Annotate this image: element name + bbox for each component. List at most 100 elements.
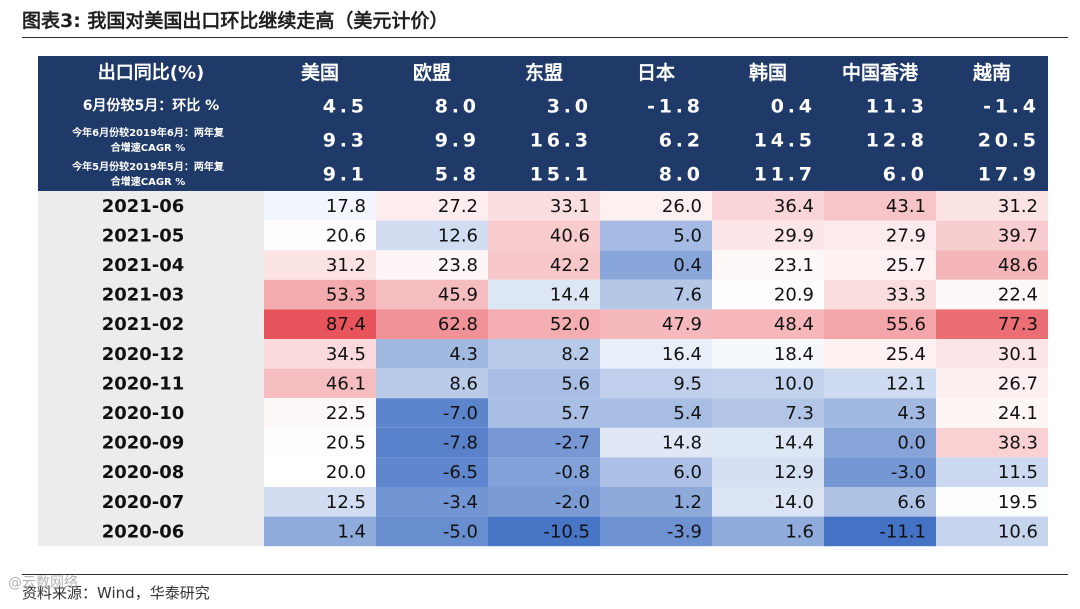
heatmap-cell — [488, 457, 600, 487]
heatmap-cell — [712, 516, 824, 547]
cell-value: 23.1 — [774, 255, 814, 276]
heatmap-cell — [712, 279, 824, 310]
cell-value: 9.5 — [673, 373, 702, 394]
heatmap-cell — [824, 368, 936, 399]
cell-value: 20.6 — [326, 225, 366, 246]
heatmap-cell — [600, 279, 712, 310]
cell-value: 52.0 — [550, 314, 590, 335]
cell-value: 6.0 — [673, 462, 702, 483]
heatmap-cell — [824, 516, 936, 547]
heatmap-cell — [376, 220, 488, 251]
column-header: 中国香港 — [842, 61, 919, 84]
cell-value: 0.4 — [673, 255, 702, 276]
heatmap-cell — [488, 339, 600, 369]
cell-value: 14.8 — [662, 433, 702, 454]
cell-value: -10.5 — [543, 521, 590, 542]
heatmap-cell — [488, 487, 600, 517]
cell-value: 45.9 — [438, 285, 478, 306]
summary-value: 9 . 1 — [323, 164, 364, 186]
cell-value: -11.1 — [879, 521, 926, 542]
heatmap-cell — [600, 339, 712, 369]
heatmap-cell — [712, 487, 824, 517]
heatmap-cell — [488, 368, 600, 399]
summary-row-label: 今年6月份较2019年6月：两年复 — [71, 126, 225, 139]
summary-value: 8 . 0 — [659, 164, 700, 186]
watermark: @云数网络 — [8, 575, 78, 591]
heatmap-cell — [376, 309, 488, 339]
cell-value: 8.2 — [561, 344, 590, 365]
cell-value: 7.3 — [785, 403, 814, 424]
heatmap-cell — [712, 309, 824, 339]
cell-value: -6.5 — [443, 462, 478, 483]
heatmap-cell — [264, 398, 376, 428]
cell-value: 34.5 — [326, 344, 366, 365]
row-period-label: 2020-09 — [102, 433, 185, 454]
heatmap-cell — [600, 368, 712, 399]
heatmap-cell — [488, 427, 600, 458]
cell-value: 33.1 — [550, 196, 590, 217]
heatmap-cell — [600, 220, 712, 251]
cell-value: 25.4 — [886, 344, 926, 365]
heatmap-cell — [376, 191, 488, 221]
heatmap-cell — [936, 516, 1048, 547]
summary-row-label: 6月份较5月：环比 % — [83, 97, 219, 114]
cell-value: 26.7 — [998, 373, 1038, 394]
heatmap-cell — [264, 427, 376, 458]
heatmap-cell — [264, 191, 376, 221]
heatmap-cell — [936, 368, 1048, 399]
heatmap-cell — [712, 427, 824, 458]
cell-value: -0.8 — [555, 462, 590, 483]
heatmap-cell — [936, 279, 1048, 310]
summary-value: 9 . 3 — [323, 130, 364, 152]
cell-value: 7.6 — [673, 285, 702, 306]
heatmap-cell — [264, 368, 376, 399]
cell-value: 23.8 — [438, 255, 478, 276]
cell-value: 39.7 — [998, 225, 1038, 246]
cell-value: 36.4 — [774, 196, 814, 217]
heatmap-cell — [712, 398, 824, 428]
cell-value: 20.9 — [774, 285, 814, 306]
summary-value: 8 . 0 — [435, 96, 476, 118]
heatmap-cell — [264, 220, 376, 251]
cell-value: 20.5 — [326, 433, 366, 454]
summary-value: 0 . 4 — [771, 96, 812, 118]
top-rule — [22, 37, 1068, 38]
column-header: 美国 — [301, 61, 339, 84]
cell-value: -2.7 — [555, 433, 590, 454]
summary-row-label: 今年5月份较2019年5月：两年复 — [71, 160, 225, 173]
column-header: 欧盟 — [413, 61, 451, 84]
cell-value: 20.0 — [326, 462, 366, 483]
cell-value: 5.6 — [561, 373, 590, 394]
heatmap-cell — [936, 191, 1048, 221]
heatmap-cell — [488, 220, 600, 251]
column-header: 韩国 — [749, 61, 787, 84]
heatmap-cell — [712, 368, 824, 399]
heatmap-cell — [488, 279, 600, 310]
heatmap-cell — [264, 279, 376, 310]
heatmap-cell — [936, 398, 1048, 428]
heatmap-cell — [712, 339, 824, 369]
row-period-label: 2020-08 — [102, 462, 185, 483]
cell-value: 1.2 — [673, 492, 702, 513]
cell-value: 4.3 — [897, 403, 926, 424]
table-header-bg — [38, 56, 1048, 191]
cell-value: -3.4 — [443, 492, 478, 513]
cell-value: 25.7 — [886, 255, 926, 276]
row-period-label: 2020-06 — [102, 521, 185, 542]
cell-value: 0.0 — [897, 433, 926, 454]
row-period-label: 2020-07 — [102, 492, 185, 513]
cell-value: 38.3 — [998, 433, 1038, 454]
heatmap-cell — [376, 487, 488, 517]
heatmap-cell — [936, 339, 1048, 369]
header-label: 出口同比(%) — [98, 62, 205, 84]
heatmap-cell — [264, 457, 376, 487]
heatmap-cell — [936, 427, 1048, 458]
summary-value: 1 5 . 1 — [530, 164, 588, 186]
heatmap-cell — [824, 457, 936, 487]
heatmap-table: 出口同比(%) 美国 欧盟 东盟 日本 韩国 中国香港 越南 6月份较5月：环比 % 4 . 5 8… — [38, 56, 1048, 547]
summary-value: 1 1 . 7 — [754, 164, 812, 186]
cell-value: 14.4 — [550, 285, 590, 306]
heatmap-cell — [936, 220, 1048, 251]
heatmap-cell — [488, 250, 600, 280]
summary-value: 1 7 . 9 — [978, 164, 1036, 186]
